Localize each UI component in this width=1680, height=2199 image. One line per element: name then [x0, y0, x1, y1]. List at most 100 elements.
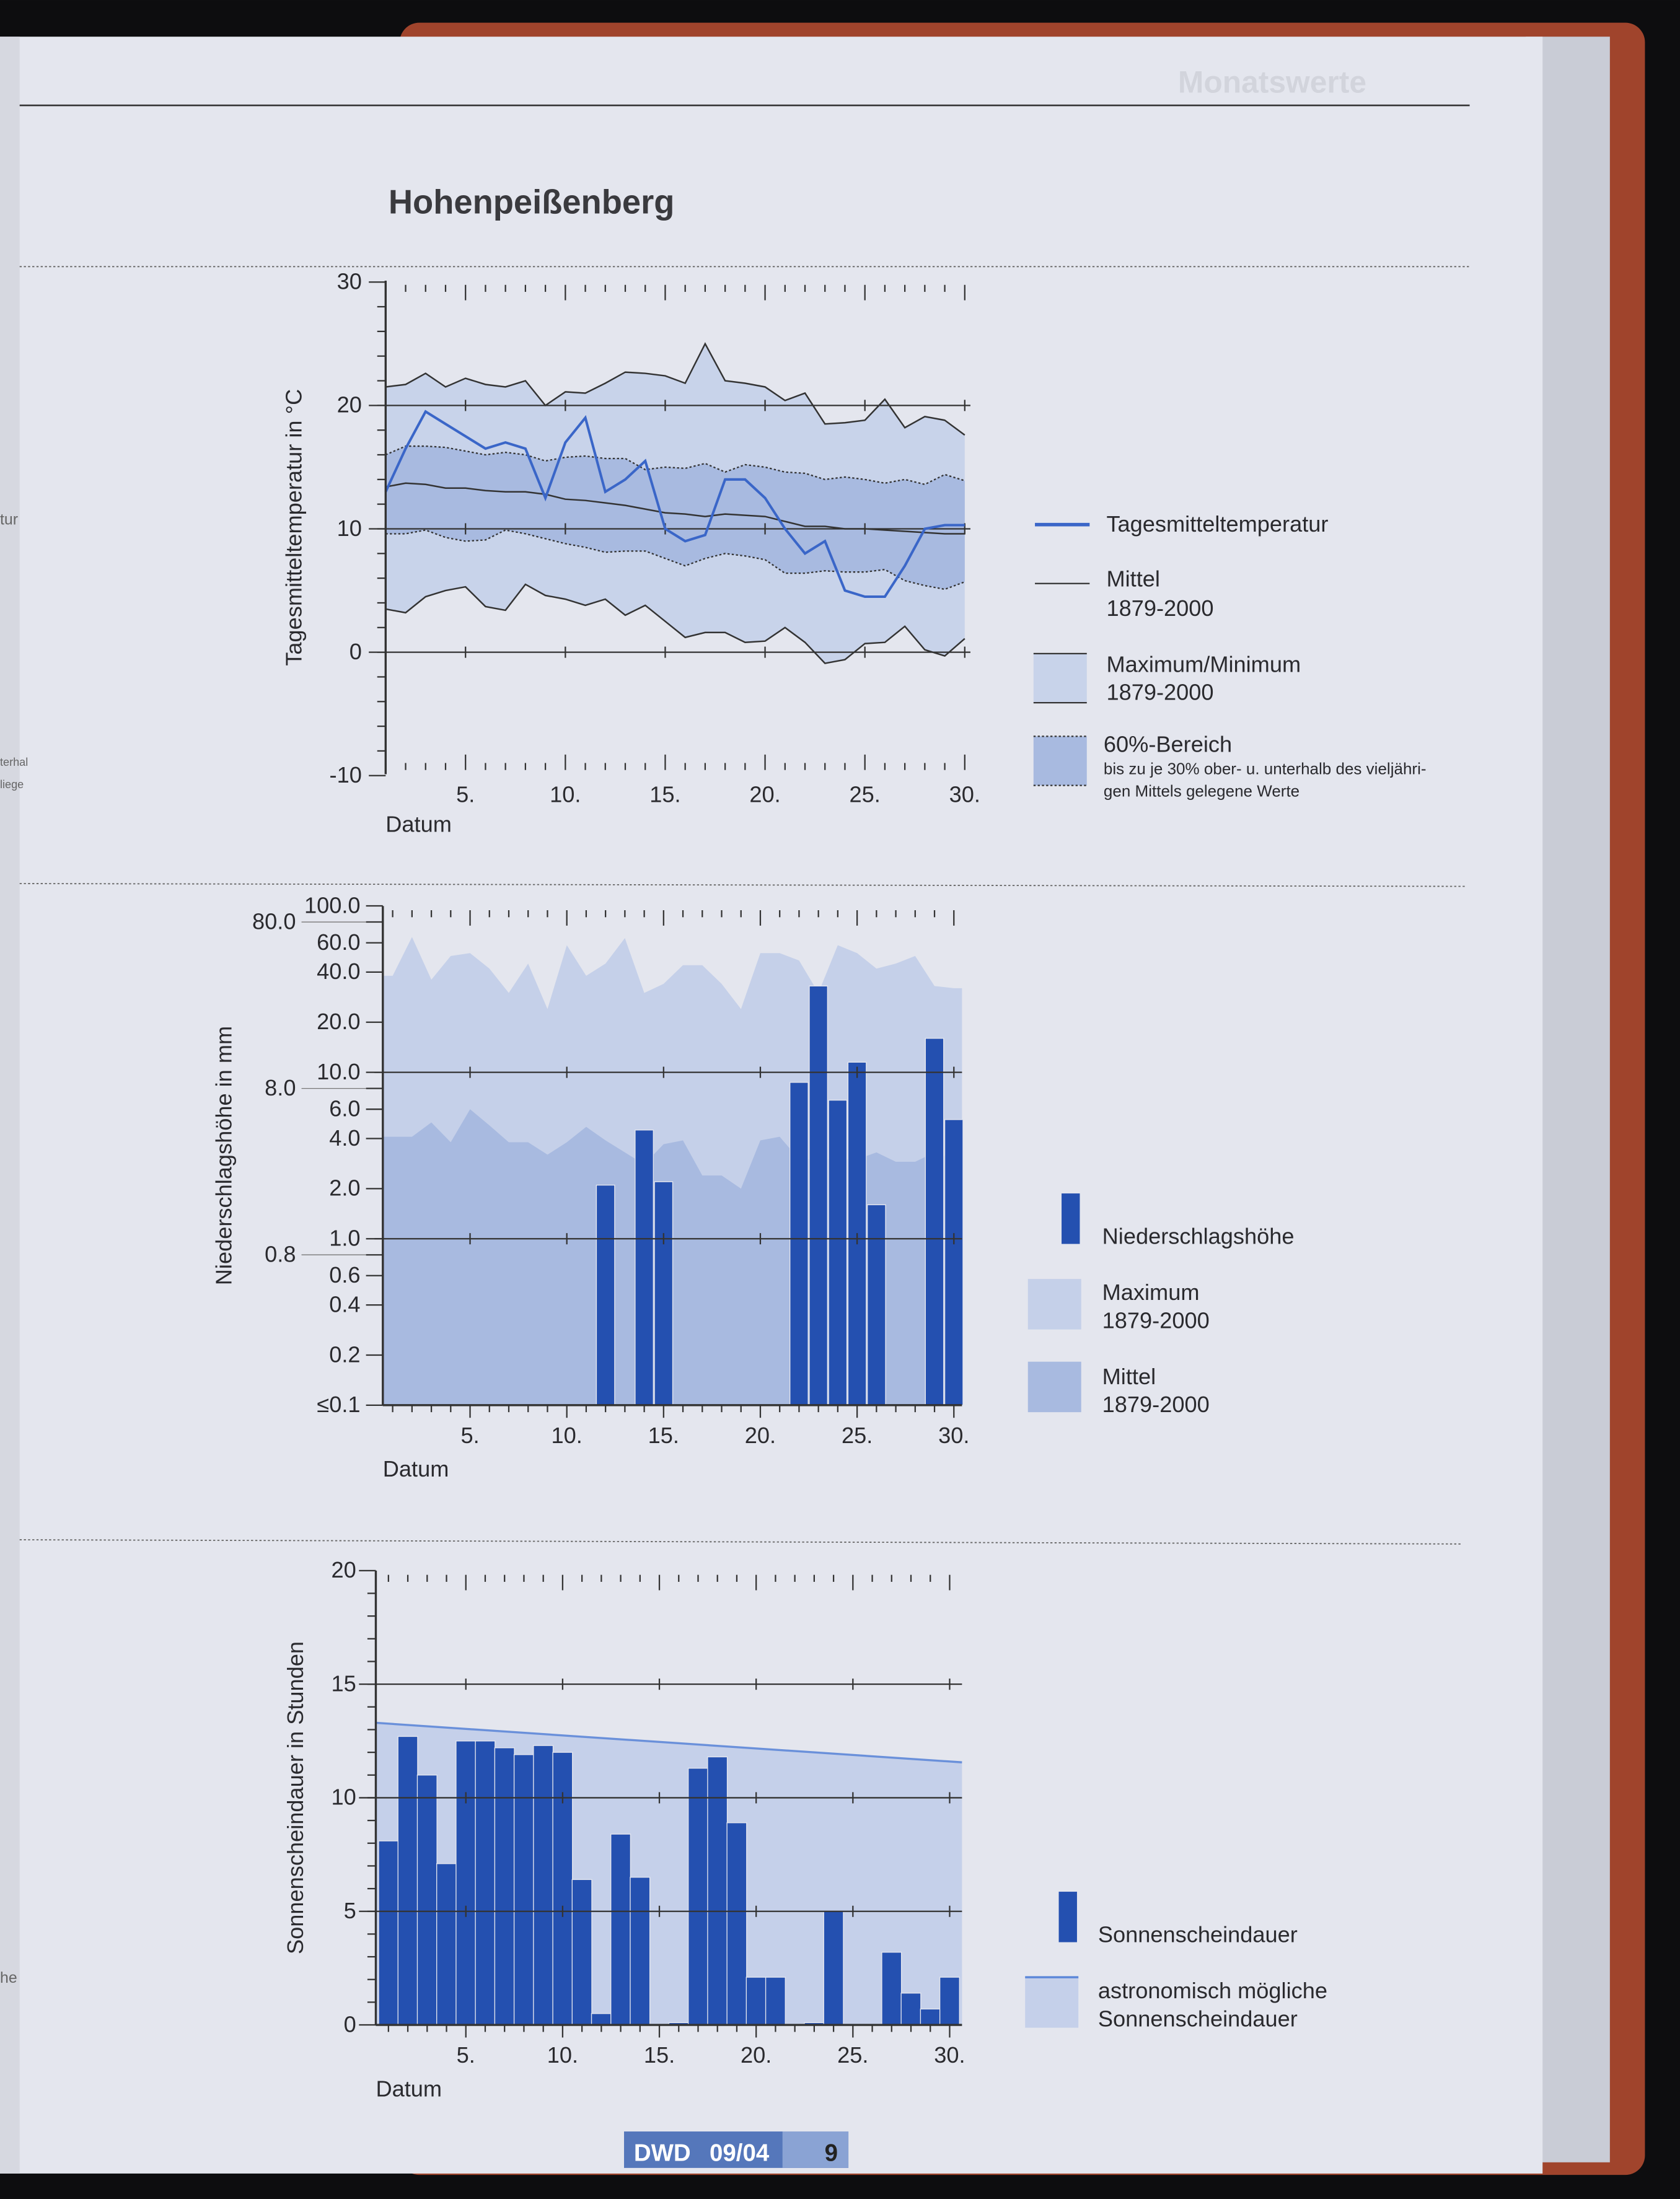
y-tick-label: 15 — [332, 1670, 356, 1696]
x-tick-label: 5. — [460, 1423, 479, 1448]
x-tick-label: 25. — [850, 782, 881, 807]
margin-fragment: he — [0, 1969, 17, 1986]
y-tick-label: 20.0 — [317, 1009, 360, 1034]
y-tick-label: 0.2 — [329, 1341, 360, 1367]
y-tick-label: -10 — [330, 762, 362, 788]
legend-sublabel: 1879-2000 — [1102, 1307, 1210, 1333]
sixty-percent-band — [385, 446, 965, 590]
legend-sublabel: 1879-2000 — [1106, 595, 1213, 621]
minimum-line — [385, 583, 965, 664]
sunshine-bar — [687, 1768, 709, 2026]
footer-issue: 09/04 — [710, 2140, 770, 2167]
sunshine-bar — [513, 1754, 534, 2026]
sunshine-bar — [920, 2008, 941, 2026]
sunshine-bar — [416, 1775, 438, 2026]
y-axis-title: Sonnenscheindauer in Stunden — [283, 1641, 308, 1954]
sunshine-bar — [397, 1736, 418, 2026]
sunshine-bar — [533, 1745, 554, 2026]
y-tick-label: 10 — [332, 1784, 356, 1810]
y-tick-label: 40.0 — [317, 959, 360, 984]
x-tick-label: 15. — [649, 782, 680, 807]
x-tick-label: 25. — [837, 2042, 868, 2068]
x-tick-label: 30. — [934, 2042, 965, 2068]
y-tick-label: 0 — [344, 2011, 356, 2037]
precipitation-legend: Niederschlagshöhe Maximum 1879-2000 Mitt… — [1027, 1193, 1295, 1417]
sunshine-bar — [823, 1911, 844, 2026]
x-tick-label: 20. — [741, 2042, 772, 2068]
legend-swatch-bar — [1062, 1193, 1080, 1244]
legend-label: Tagesmitteltemperatur — [1106, 511, 1328, 537]
footer-brand: DWD — [634, 2140, 691, 2167]
x-tick-label: 25. — [842, 1423, 873, 1448]
sunshine-bar — [591, 2013, 612, 2026]
faded-header: Monatswerte — [1178, 65, 1366, 100]
sunshine-bar — [939, 1977, 960, 2026]
sunshine-bar — [881, 1952, 902, 2026]
legend-label: Mittel — [1106, 566, 1159, 591]
y-tick-label: 10.0 — [317, 1059, 360, 1084]
precipitation-bar — [866, 1204, 886, 1406]
x-tick-label: 30. — [949, 782, 980, 807]
precipitation-bar — [596, 1184, 615, 1406]
y-tick-label: 6.0 — [329, 1096, 360, 1121]
sunshine-bar — [610, 1833, 631, 2026]
mean-line — [385, 482, 965, 535]
sunshine-bar — [900, 1993, 921, 2026]
x-axis-title: Datum — [376, 2076, 442, 2101]
page-title: Hohenpeißenberg — [389, 183, 675, 221]
y-tick-label: 80.0 — [252, 908, 296, 934]
x-tick-label: 15. — [644, 2042, 675, 2068]
sunshine-bar — [494, 1747, 515, 2026]
y-tick-label: 0 — [350, 639, 362, 664]
legend-swatch-mean — [1027, 1361, 1081, 1413]
precipitation-chart: 5. 10. 15. 20. 25. 30. Datum Niederschlagshöhe … — [211, 892, 969, 1481]
legend-swatch-max — [1027, 1279, 1081, 1330]
margin-fragment: terhal — [0, 756, 28, 768]
y-axis-title: Tagesmitteltemperatur in °C — [281, 389, 307, 666]
precipitation-bar — [944, 1119, 964, 1406]
temperature-legend: Tagesmitteltemperatur Mittel 1879-2000 M… — [1033, 511, 1427, 801]
sunshine-bar — [455, 1740, 477, 2026]
precipitation-bar — [789, 1082, 809, 1406]
y-axis-title: Niederschlagshöhe in mm — [211, 1026, 236, 1285]
y-tick-label: 60.0 — [317, 929, 360, 955]
legend-label: Sonnenscheindauer — [1098, 1922, 1298, 1947]
sunshine-bar — [765, 1977, 786, 2026]
sunshine-bar — [630, 1877, 651, 2026]
y-tick-label: 20 — [337, 392, 362, 418]
sunshine-bar — [726, 1822, 747, 2026]
sixty-lower-line — [385, 529, 965, 590]
margin-fragment: tur — [0, 511, 18, 529]
precipitation-bar — [925, 1038, 944, 1406]
y-tick-label: 4.0 — [329, 1125, 360, 1151]
legend-label: 60%-Bereich — [1104, 731, 1232, 757]
y-tick-label: 8.0 — [265, 1075, 296, 1100]
y-tick-label: 5 — [344, 1898, 356, 1923]
legend-swatch-60pct — [1033, 736, 1087, 786]
y-tick-label: 0.6 — [329, 1262, 360, 1288]
page-number: 9 — [825, 2140, 838, 2167]
sunshine-bar — [436, 1863, 457, 2026]
y-tick-label: 1.0 — [329, 1226, 360, 1251]
legend-sublabel: Sonnenscheindauer — [1098, 2006, 1298, 2031]
legend-swatch-bar — [1058, 1892, 1077, 1942]
legend-sublabel: 1879-2000 — [1106, 680, 1213, 705]
x-tick-label: 5. — [456, 782, 475, 807]
x-tick-label: 10. — [547, 2042, 578, 2068]
sunshine-bar — [475, 1740, 496, 2026]
legend-note: gen Mittels gelegene Werte — [1104, 782, 1300, 801]
legend-label: Niederschlagshöhe — [1102, 1224, 1295, 1249]
sunshine-bar — [571, 1879, 592, 2026]
x-axis-title: Datum — [385, 811, 452, 836]
astronomical-line — [376, 1721, 962, 1763]
x-tick-label: 5. — [457, 2042, 475, 2068]
legend-label: astronomisch mögliche — [1098, 1978, 1327, 2003]
footer: DWD 09/04 9 — [624, 2131, 849, 2168]
x-tick-label: 10. — [552, 1423, 583, 1448]
x-tick-label: 10. — [550, 782, 581, 807]
temperature-chart: 5. 10. 15. 20. 25. 30. Datum Tagesmitteltempera… — [281, 269, 980, 837]
y-tick-label: 0.8 — [265, 1242, 296, 1267]
legend-label: Mittel — [1102, 1364, 1156, 1389]
legend-label: Maximum/Minimum — [1106, 651, 1301, 677]
